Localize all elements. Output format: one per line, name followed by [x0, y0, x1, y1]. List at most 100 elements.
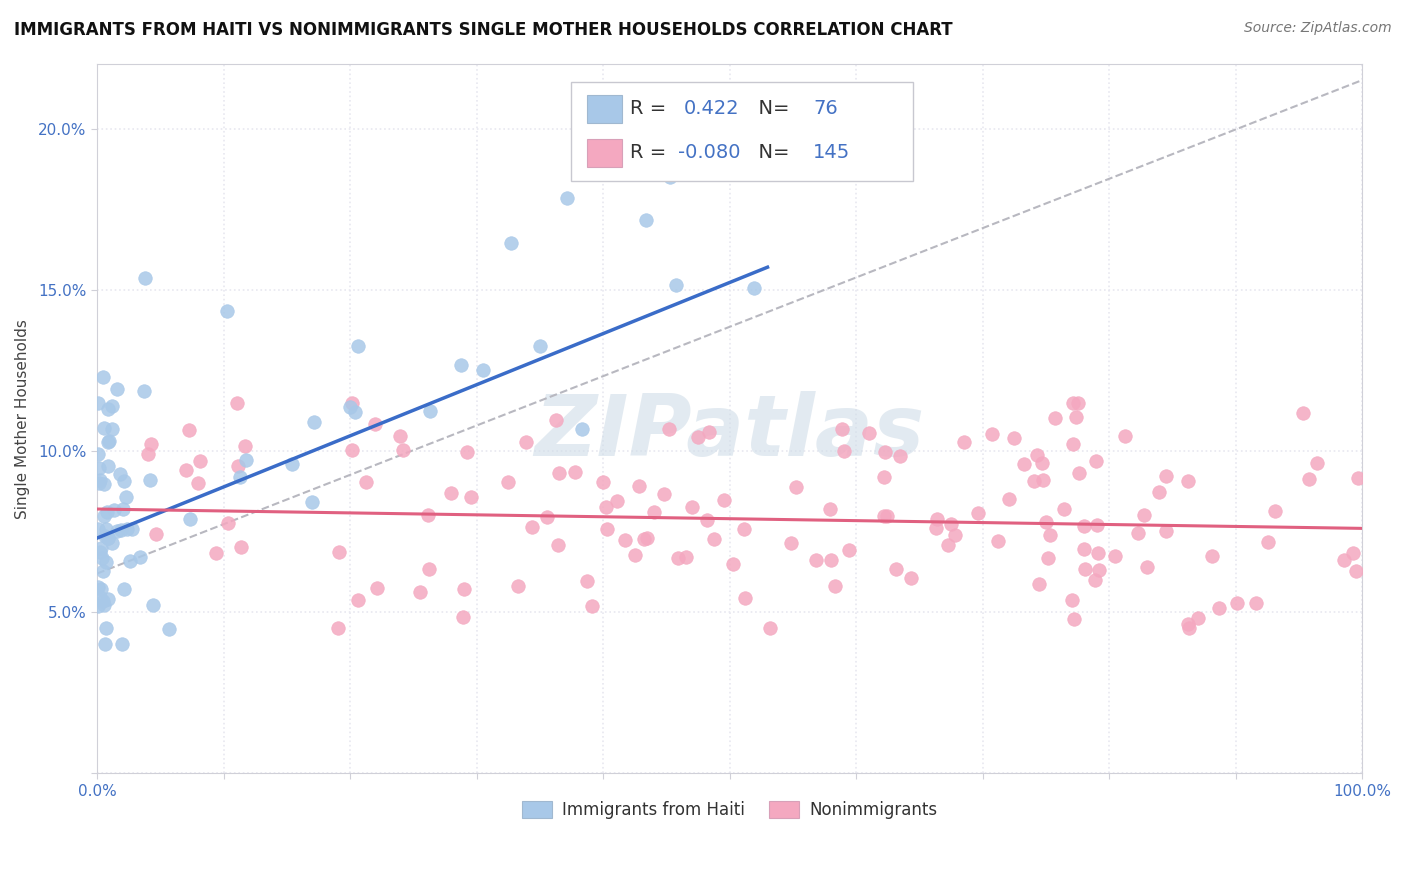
Point: [734, 591, 756, 606]
Point: [96, 591, 118, 606]
Point: [613, 533, 636, 548]
Point: [354, 475, 377, 489]
Point: [418, 562, 440, 576]
Point: [1298, 472, 1320, 486]
Point: [134, 271, 156, 285]
Text: R =: R =: [630, 99, 678, 119]
FancyBboxPatch shape: [571, 82, 912, 181]
Point: [174, 463, 197, 477]
Point: [103, 503, 125, 517]
Point: [1087, 563, 1109, 577]
Point: [547, 467, 569, 481]
Point: [451, 610, 474, 624]
Point: [688, 429, 710, 443]
Point: [1087, 517, 1109, 532]
Point: [1062, 395, 1084, 409]
Point: [94, 637, 117, 651]
Point: [89, 545, 111, 559]
FancyBboxPatch shape: [586, 138, 621, 167]
Point: [112, 502, 135, 516]
Point: [779, 536, 801, 550]
Point: [838, 543, 860, 558]
Point: [142, 598, 165, 612]
Point: [1154, 469, 1177, 483]
Text: N=: N=: [747, 144, 796, 162]
Point: [1208, 601, 1230, 615]
Point: [564, 465, 586, 479]
Point: [97, 458, 120, 473]
Point: [97, 435, 120, 450]
Point: [440, 485, 463, 500]
Point: [179, 511, 201, 525]
Point: [139, 473, 162, 487]
Point: [177, 423, 200, 437]
Point: [824, 579, 846, 593]
Point: [1012, 457, 1035, 471]
Point: [900, 571, 922, 585]
Point: [547, 538, 569, 552]
Point: [1039, 528, 1062, 542]
Point: [139, 436, 162, 450]
Point: [302, 415, 325, 429]
Point: [87, 447, 110, 461]
Point: [204, 546, 226, 560]
Point: [1291, 406, 1313, 420]
Point: [93, 594, 115, 608]
Point: [105, 524, 128, 538]
Point: [742, 281, 765, 295]
Point: [1133, 508, 1156, 522]
Point: [1114, 429, 1136, 443]
Point: [1085, 454, 1108, 468]
Point: [1067, 395, 1090, 409]
Point: [229, 470, 252, 484]
Point: [90, 582, 112, 597]
Point: [818, 501, 841, 516]
Point: [91, 369, 114, 384]
Point: [1346, 564, 1368, 578]
Point: [1036, 551, 1059, 566]
Point: [858, 425, 880, 440]
Point: [654, 486, 676, 500]
Point: [115, 521, 138, 535]
Point: [515, 435, 537, 450]
Point: [876, 509, 898, 524]
Point: [94, 555, 117, 569]
Point: [456, 444, 478, 458]
Point: [91, 550, 114, 565]
Point: [943, 528, 966, 542]
Point: [136, 447, 159, 461]
Y-axis label: Single Mother Households: Single Mother Households: [15, 318, 30, 518]
Point: [93, 508, 115, 523]
Point: [89, 461, 111, 475]
Point: [681, 500, 703, 514]
Point: [1025, 448, 1047, 462]
Point: [1347, 471, 1369, 485]
Text: -0.080: -0.080: [678, 144, 740, 162]
Point: [339, 400, 361, 414]
Point: [460, 491, 482, 505]
Point: [697, 425, 720, 439]
Point: [555, 191, 578, 205]
Point: [340, 443, 363, 458]
Point: [347, 592, 370, 607]
Point: [450, 358, 472, 372]
Point: [1201, 549, 1223, 563]
Point: [889, 449, 911, 463]
Point: [636, 531, 658, 545]
Point: [1024, 474, 1046, 488]
Point: [94, 523, 117, 537]
Point: [820, 552, 842, 566]
Point: [87, 599, 110, 613]
Point: [217, 304, 239, 318]
Point: [1063, 612, 1085, 626]
Point: [1264, 504, 1286, 518]
Point: [97, 434, 120, 449]
Point: [785, 480, 807, 494]
Point: [157, 622, 180, 636]
Point: [696, 513, 718, 527]
Point: [366, 581, 388, 595]
Point: [105, 382, 128, 396]
Point: [112, 475, 135, 489]
Point: [89, 591, 111, 605]
Point: [96, 401, 118, 416]
